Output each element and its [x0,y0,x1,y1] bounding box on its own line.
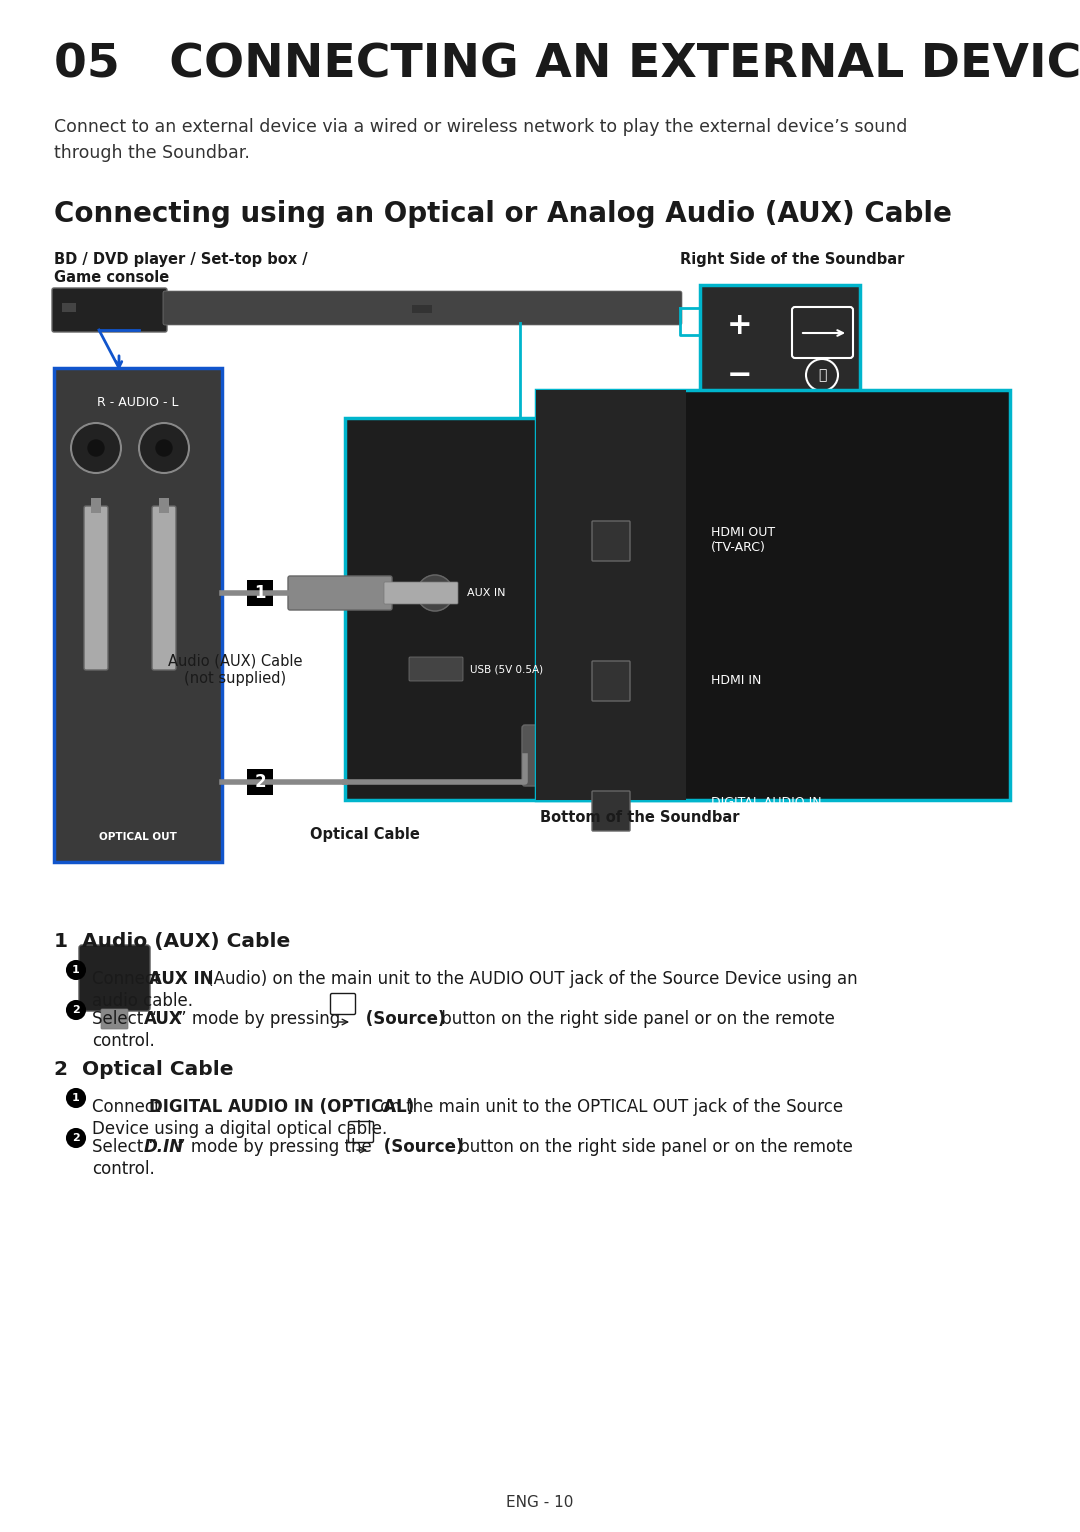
Circle shape [67,961,85,979]
Text: ENG - 10: ENG - 10 [507,1495,573,1511]
Circle shape [67,1089,85,1108]
Text: Select “: Select “ [92,1138,157,1157]
Text: 2  Optical Cable: 2 Optical Cable [54,1060,233,1079]
Text: DIGITAL AUDIO IN
(OPTICAL): DIGITAL AUDIO IN (OPTICAL) [711,795,822,824]
FancyBboxPatch shape [84,506,108,669]
Circle shape [156,440,172,457]
FancyBboxPatch shape [522,725,658,786]
Text: AUX: AUX [144,1010,183,1028]
FancyBboxPatch shape [102,1010,129,1030]
Text: USB (5V 0.5A): USB (5V 0.5A) [470,663,543,674]
Text: R - AUDIO - L: R - AUDIO - L [97,397,179,409]
Text: Connect: Connect [92,1098,165,1115]
Bar [411,305,432,313]
Text: (Source): (Source) [378,1138,463,1157]
Text: AUX IN: AUX IN [149,970,214,988]
Circle shape [67,1000,85,1019]
Text: 1  Audio (AUX) Cable: 1 Audio (AUX) Cable [54,931,291,951]
Text: 05   CONNECTING AN EXTERNAL DEVICE: 05 CONNECTING AN EXTERNAL DEVICE [54,41,1080,87]
FancyBboxPatch shape [409,657,463,682]
Text: ” mode by pressing: ” mode by pressing [178,1010,346,1028]
Text: Bottom of the Soundbar: Bottom of the Soundbar [540,810,740,826]
Circle shape [139,423,189,473]
Text: 2: 2 [72,1005,80,1016]
Bar [247,581,273,607]
FancyBboxPatch shape [288,576,392,610]
Text: HDMI OUT
(TV-ARC): HDMI OUT (TV-ARC) [711,525,775,555]
Text: (Audio) on the main unit to the AUDIO OUT jack of the Source Device using an: (Audio) on the main unit to the AUDIO OU… [202,970,858,988]
Text: 2: 2 [72,1134,80,1143]
Text: +: + [727,311,753,340]
Text: OPTICAL OUT: OPTICAL OUT [99,832,177,843]
Text: control.: control. [92,1160,154,1178]
FancyBboxPatch shape [592,521,630,561]
Text: Game console: Game console [54,270,170,285]
Circle shape [428,587,442,601]
Text: Select “: Select “ [92,1010,157,1028]
Text: BD / DVD player / Set-top box /: BD / DVD player / Set-top box / [54,251,308,267]
Text: Connecting using an Optical or Analog Audio (AUX) Cable: Connecting using an Optical or Analog Au… [54,201,951,228]
Text: Audio (AUX) Cable: Audio (AUX) Cable [167,653,302,668]
Text: control.: control. [92,1033,154,1049]
Text: Device using a digital optical cable.: Device using a digital optical cable. [92,1120,388,1138]
Bar [536,391,686,800]
Text: Connect to an external device via a wired or wireless network to play the extern: Connect to an external device via a wire… [54,118,907,162]
FancyBboxPatch shape [592,660,630,702]
FancyBboxPatch shape [536,391,1010,800]
Text: 1: 1 [72,1092,80,1103]
Circle shape [71,423,121,473]
Text: Connect: Connect [92,970,165,988]
Circle shape [67,1129,85,1147]
Bar [62,303,76,313]
Text: HDMI IN: HDMI IN [711,674,761,686]
FancyBboxPatch shape [330,993,355,1014]
Circle shape [806,358,838,391]
FancyBboxPatch shape [345,418,720,800]
FancyBboxPatch shape [384,582,458,604]
Bar [91,498,102,513]
Bar [159,498,168,513]
Text: 2: 2 [254,774,266,791]
Text: DIGITAL AUDIO IN (OPTICAL): DIGITAL AUDIO IN (OPTICAL) [149,1098,415,1115]
FancyBboxPatch shape [163,291,681,325]
Text: ” mode by pressing the: ” mode by pressing the [177,1138,377,1157]
Text: button on the right side panel or on the remote: button on the right side panel or on the… [454,1138,853,1157]
FancyBboxPatch shape [54,368,222,863]
FancyBboxPatch shape [349,1121,374,1143]
FancyBboxPatch shape [52,288,167,332]
Text: AUX IN: AUX IN [467,588,505,597]
FancyBboxPatch shape [700,285,860,392]
FancyBboxPatch shape [152,506,176,669]
Text: D.IN: D.IN [144,1138,184,1157]
Circle shape [87,440,104,457]
Text: (not supplied): (not supplied) [184,671,286,686]
Text: Optical Cable: Optical Cable [310,827,420,843]
Text: (Source): (Source) [360,1010,446,1028]
FancyBboxPatch shape [592,791,630,830]
Text: Right Side of the Soundbar: Right Side of the Soundbar [680,251,904,267]
Text: ⏻: ⏻ [818,368,826,381]
Text: audio cable.: audio cable. [92,993,193,1010]
Circle shape [417,574,453,611]
Bar [247,769,273,795]
FancyBboxPatch shape [792,306,853,358]
Text: button on the right side panel or on the remote: button on the right side panel or on the… [436,1010,835,1028]
Text: −: − [727,360,753,389]
FancyBboxPatch shape [79,945,150,1011]
Text: 1: 1 [254,584,266,602]
Text: on the main unit to the OPTICAL OUT jack of the Source: on the main unit to the OPTICAL OUT jack… [375,1098,843,1115]
Text: 1: 1 [72,965,80,974]
